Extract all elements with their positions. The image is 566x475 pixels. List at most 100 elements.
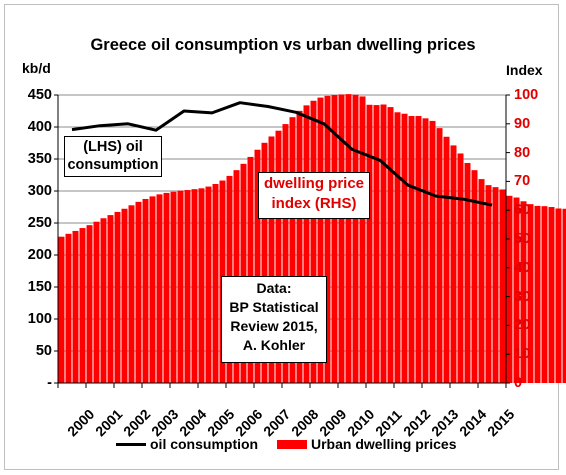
right-tick-label: 70 bbox=[514, 173, 531, 190]
left-tick-label: 200 bbox=[27, 247, 52, 263]
dwelling-price-bar bbox=[394, 112, 401, 383]
dwelling-price-bar bbox=[443, 136, 450, 383]
axes bbox=[54, 94, 510, 388]
dwelling-price-bar bbox=[499, 189, 506, 383]
dwelling-price-bar bbox=[128, 205, 135, 383]
right-tick-label: 10 bbox=[514, 346, 531, 363]
left-tick-label: 450 bbox=[27, 87, 52, 103]
dwelling-price-bar bbox=[562, 208, 566, 383]
legend-dwelling-label: Urban dwelling prices bbox=[311, 436, 457, 452]
dwelling-price-bar bbox=[205, 186, 212, 383]
dwelling-price-bar bbox=[58, 236, 65, 383]
dwelling-price-bar bbox=[422, 118, 429, 383]
left-tick-label: 350 bbox=[27, 151, 52, 167]
oil-consumption-line bbox=[71, 101, 493, 207]
lhs-annotation-line1: (LHS) oil bbox=[83, 139, 143, 155]
legend-oil-swatch bbox=[116, 443, 146, 446]
dwelling-price-bar bbox=[142, 198, 149, 383]
dwelling-price-bar bbox=[149, 196, 156, 383]
dwelling-price-bar bbox=[282, 124, 289, 383]
dwelling-price-bar bbox=[380, 104, 387, 383]
dwelling-price-bar bbox=[506, 195, 513, 383]
left-axis-unit: kb/d bbox=[22, 60, 51, 76]
dwelling-price-bar bbox=[72, 230, 79, 383]
dwelling-price-bar bbox=[520, 201, 527, 383]
dwelling-price-bar bbox=[373, 105, 380, 383]
dwelling-price-bar bbox=[492, 187, 499, 383]
dwelling-price-bar bbox=[555, 208, 562, 383]
dwelling-price-bar bbox=[268, 136, 275, 383]
dwelling-price-bar bbox=[135, 201, 142, 383]
dwelling-price-bar bbox=[254, 149, 261, 383]
dwelling-price-bar bbox=[534, 205, 541, 383]
dwelling-price-bar bbox=[310, 100, 317, 383]
dwelling-price-bar bbox=[163, 192, 170, 383]
dwelling-price-bar bbox=[436, 128, 443, 383]
dwelling-price-bar bbox=[114, 211, 121, 383]
dwelling-price-bar bbox=[548, 207, 555, 383]
left-tick-label: 300 bbox=[27, 183, 52, 199]
dwelling-price-bar bbox=[352, 94, 359, 383]
dwelling-price-bar bbox=[527, 204, 534, 383]
dwelling-price-bar bbox=[156, 194, 163, 383]
left-tick-label: 50 bbox=[35, 343, 52, 359]
dwelling-price-bar bbox=[471, 170, 478, 383]
dwelling-price-bar bbox=[387, 107, 394, 383]
dwelling-price-bar bbox=[478, 179, 485, 383]
rhs-annotation-line2: index (RHS) bbox=[271, 195, 357, 212]
dwelling-price-bar bbox=[261, 142, 268, 383]
dwelling-price-bar bbox=[338, 94, 345, 383]
dwelling-price-bar bbox=[107, 215, 114, 383]
dwelling-price-bar bbox=[401, 113, 408, 383]
right-tick-label: 20 bbox=[514, 317, 531, 334]
legend: oil consumption Urban dwelling prices bbox=[0, 434, 566, 456]
left-tick-label: 400 bbox=[27, 119, 52, 135]
right-tick-label: 80 bbox=[514, 144, 531, 161]
data-source-line3: Review 2015, bbox=[230, 318, 318, 334]
dwelling-price-bar bbox=[450, 145, 457, 383]
dwelling-price-bar bbox=[345, 94, 352, 384]
dwelling-price-bar bbox=[296, 110, 303, 383]
dwelling-price-bar bbox=[366, 104, 373, 384]
dwelling-price-bar bbox=[86, 225, 93, 383]
dwelling-price-bar bbox=[212, 183, 219, 383]
dwelling-price-bar bbox=[485, 185, 492, 383]
right-axis-unit: Index bbox=[506, 62, 543, 78]
data-source-line4: A. Kohler bbox=[242, 337, 306, 353]
right-tick-label: 30 bbox=[514, 288, 531, 305]
legend-dwelling-swatch bbox=[277, 440, 307, 449]
chart-title: Greece oil consumption vs urban dwelling… bbox=[90, 36, 476, 54]
dwelling-price-bars bbox=[58, 94, 566, 384]
left-tick-label: - bbox=[47, 375, 52, 391]
dwelling-price-bar bbox=[324, 95, 331, 383]
dwelling-price-bar bbox=[289, 117, 296, 384]
data-source-line2: BP Statistical bbox=[229, 299, 319, 315]
lhs-annotation: (LHS) oil consumption bbox=[64, 136, 162, 177]
right-tick-label: 100 bbox=[514, 87, 539, 103]
lhs-annotation-line2: consumption bbox=[67, 157, 159, 173]
dwelling-price-bar bbox=[513, 197, 520, 383]
data-source-line1: Data: bbox=[256, 280, 292, 296]
data-source-annotation: Data: BP Statistical Review 2015, A. Koh… bbox=[221, 276, 327, 363]
right-tick-label: 90 bbox=[514, 115, 531, 132]
dwelling-price-bar bbox=[240, 163, 247, 383]
dwelling-price-bar bbox=[457, 153, 464, 383]
rhs-annotation-line1: dwelling price bbox=[263, 175, 365, 192]
dwelling-price-bar bbox=[415, 116, 422, 384]
left-tick-label: 150 bbox=[27, 279, 52, 295]
right-tick-label: 50 bbox=[514, 231, 531, 247]
left-tick-label: 100 bbox=[27, 311, 52, 327]
dwelling-price-bar bbox=[408, 116, 415, 384]
dwelling-price-bar bbox=[303, 105, 310, 384]
rhs-annotation: dwelling price index (RHS) bbox=[258, 172, 370, 219]
dwelling-price-bar bbox=[93, 221, 100, 383]
dwelling-price-bar bbox=[121, 208, 128, 383]
dwelling-price-bar bbox=[170, 191, 177, 383]
dwelling-price-bar bbox=[100, 218, 107, 383]
dwelling-price-bar bbox=[247, 156, 254, 383]
dwelling-price-bar bbox=[184, 190, 191, 383]
dwelling-price-bar bbox=[359, 96, 366, 383]
dwelling-price-bar bbox=[79, 228, 86, 383]
right-tick-label: 0 bbox=[514, 375, 523, 391]
